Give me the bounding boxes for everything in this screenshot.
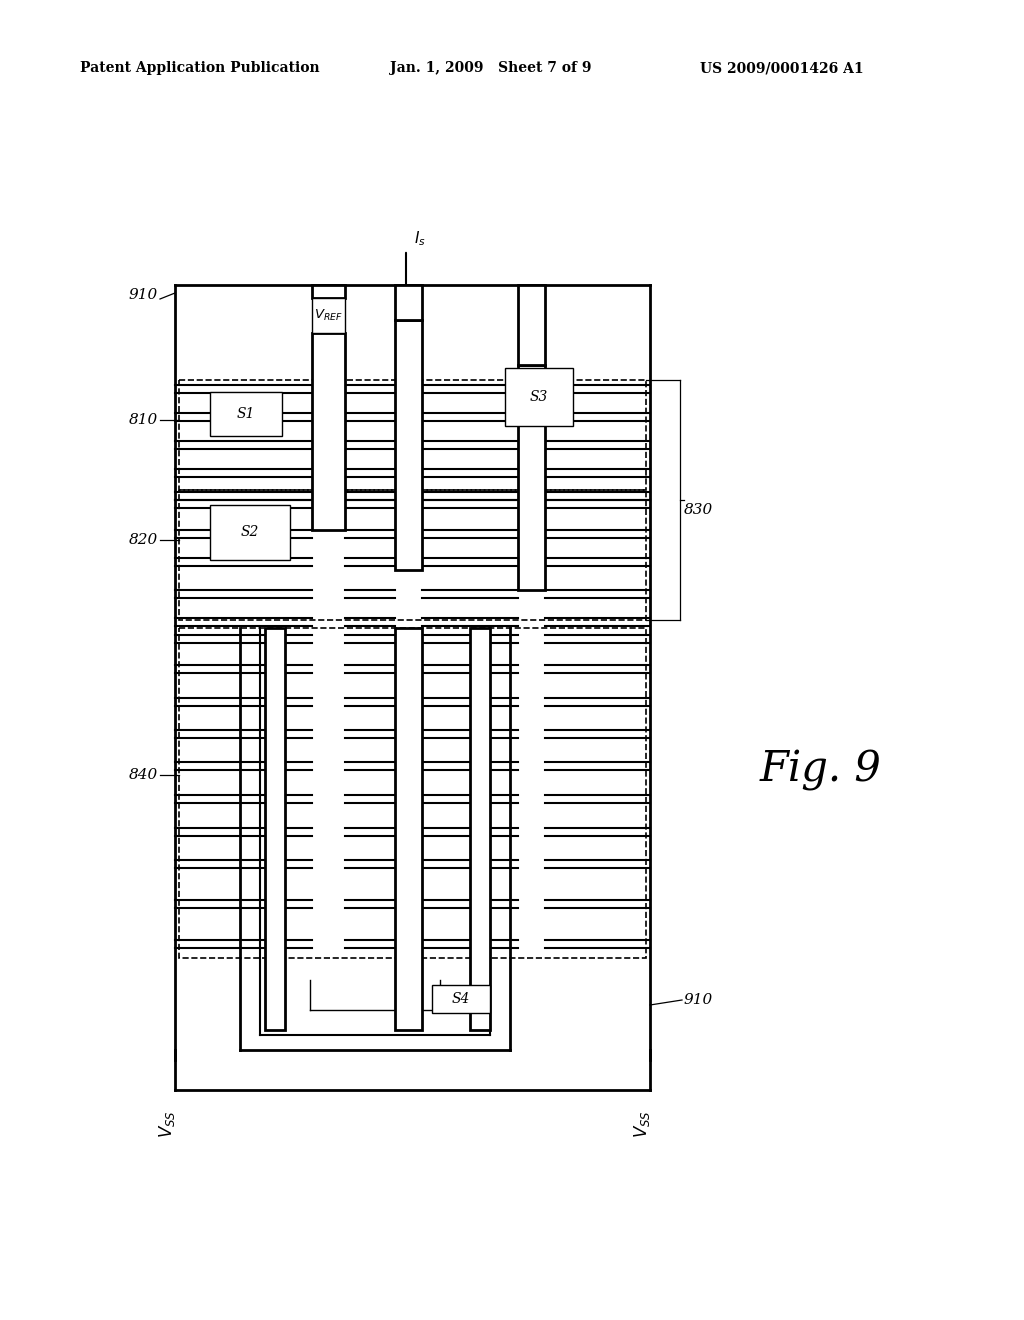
Text: Patent Application Publication: Patent Application Publication [80, 61, 319, 75]
Bar [210, 392, 282, 436]
Text: US 2009/0001426 A1: US 2009/0001426 A1 [700, 61, 863, 75]
Bar [312, 333, 345, 531]
Text: $V_{SS}$: $V_{SS}$ [157, 1110, 177, 1138]
Text: 910: 910 [684, 993, 714, 1007]
Bar [518, 285, 545, 366]
Text: S1: S1 [237, 407, 255, 421]
Text: $V_{SS}$: $V_{SS}$ [632, 1110, 652, 1138]
Text: 810: 810 [129, 413, 158, 426]
Bar [312, 285, 345, 298]
Bar [470, 628, 490, 1030]
Text: $V_{REF}$: $V_{REF}$ [314, 308, 343, 323]
Text: 830: 830 [684, 503, 714, 517]
Bar [312, 298, 345, 333]
Bar [432, 985, 490, 1012]
Bar [179, 628, 646, 958]
Text: Fig. 9: Fig. 9 [760, 748, 882, 791]
Bar [210, 506, 290, 560]
Text: 910: 910 [129, 288, 158, 302]
Text: S4: S4 [452, 993, 470, 1006]
Text: 840: 840 [129, 768, 158, 781]
Text: S2: S2 [241, 525, 259, 540]
Text: 820: 820 [129, 533, 158, 546]
Bar [179, 380, 646, 490]
Bar [395, 319, 422, 570]
Bar [518, 366, 545, 590]
Bar [179, 490, 646, 620]
Text: Jan. 1, 2009   Sheet 7 of 9: Jan. 1, 2009 Sheet 7 of 9 [390, 61, 592, 75]
Bar [265, 628, 285, 1030]
Bar [505, 368, 573, 426]
Text: S3: S3 [529, 389, 548, 404]
Bar [395, 628, 422, 1030]
Bar [395, 285, 422, 319]
Text: $I_s$: $I_s$ [414, 230, 426, 248]
